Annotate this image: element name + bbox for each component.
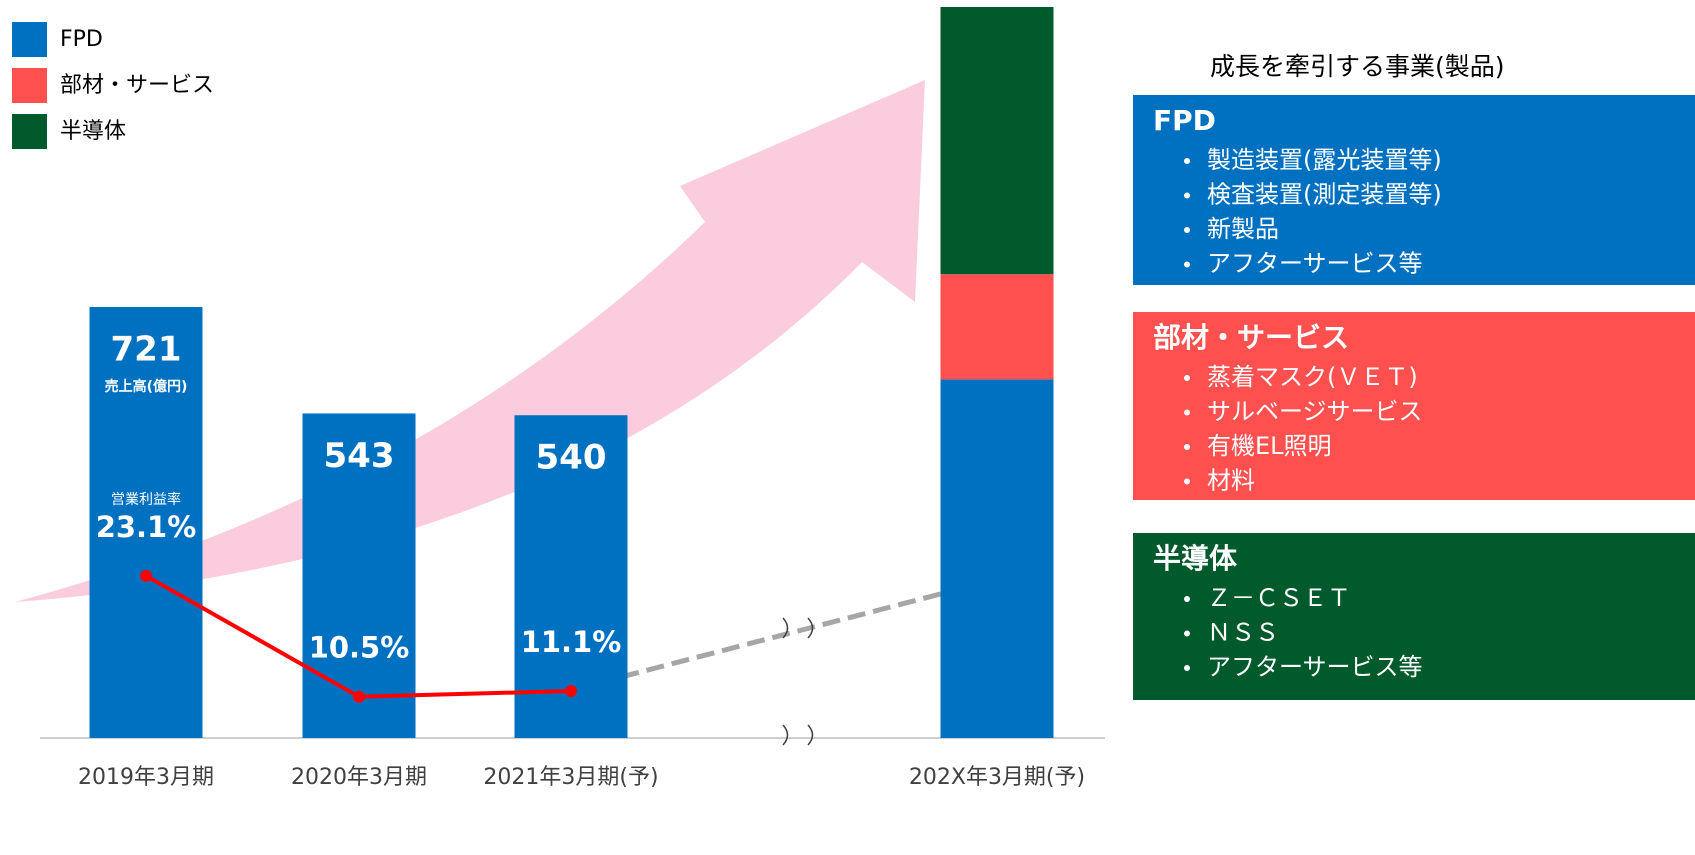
line-point bbox=[353, 690, 365, 703]
panel bbox=[1133, 95, 1695, 285]
panel-item: 有機EL照明 bbox=[1207, 432, 1332, 460]
value-label: 540 bbox=[536, 438, 607, 478]
bullet bbox=[1184, 630, 1190, 637]
bar bbox=[940, 274, 1054, 380]
bar bbox=[940, 379, 1054, 738]
value-label: 11.1% bbox=[521, 625, 622, 659]
panel bbox=[1133, 312, 1695, 500]
sidebar-heading: 成長を牽引する事業(製品) bbox=[1210, 52, 1505, 81]
panel bbox=[1133, 533, 1695, 700]
line-point bbox=[140, 569, 152, 582]
bullet bbox=[1184, 409, 1190, 416]
panel-item: 材料 bbox=[1207, 467, 1255, 495]
x-tick-label: 202X年3月期(予) bbox=[909, 765, 1085, 790]
panel-item: アフターサービス等 bbox=[1207, 250, 1423, 278]
panel-item: ＮＳＳ bbox=[1207, 619, 1279, 647]
panel-title: 半導体 bbox=[1153, 542, 1238, 575]
legend-label: 部材・サービス bbox=[60, 73, 214, 98]
panel-item: 製造装置(露光装置等) bbox=[1207, 146, 1442, 174]
bar bbox=[89, 307, 203, 738]
panel-title: FPD bbox=[1153, 104, 1216, 137]
value-label: 543 bbox=[324, 436, 395, 476]
legend-swatch bbox=[12, 22, 47, 57]
panel-item: アフターサービス等 bbox=[1207, 653, 1423, 681]
bar bbox=[940, 7, 1054, 275]
growth-arrow bbox=[15, 80, 925, 602]
bullet bbox=[1184, 596, 1190, 602]
bar bbox=[514, 415, 628, 738]
legend-label: 半導体 bbox=[60, 119, 126, 144]
x-tick-label: 2019年3月期 bbox=[78, 765, 214, 790]
bar bbox=[302, 413, 416, 738]
bullet bbox=[1184, 478, 1190, 485]
bullet bbox=[1184, 227, 1190, 233]
panel-item: 新製品 bbox=[1207, 215, 1279, 243]
legend-swatch bbox=[12, 68, 47, 103]
bullet bbox=[1184, 444, 1190, 450]
value-label: 23.1% bbox=[96, 510, 197, 544]
panel-title: 部材・サービス bbox=[1153, 321, 1349, 354]
x-tick-label: 2021年3月期(予) bbox=[483, 765, 658, 790]
series-label: 営業利益率 bbox=[111, 491, 181, 508]
bullet bbox=[1184, 375, 1190, 381]
panel-item: 検査装置(測定装置等) bbox=[1207, 181, 1442, 209]
panel-item: サルベージサービス bbox=[1207, 398, 1423, 426]
value-label: 10.5% bbox=[309, 631, 410, 665]
bullet bbox=[1184, 665, 1190, 671]
projection-line bbox=[570, 582, 976, 693]
bullet bbox=[1184, 158, 1190, 164]
x-tick-label: 2020年3月期 bbox=[291, 765, 427, 790]
line-point bbox=[565, 684, 577, 697]
value-label: 721 bbox=[111, 330, 182, 370]
bullet bbox=[1184, 261, 1190, 268]
legend-label: FPD bbox=[60, 27, 103, 52]
panel-item: 蒸着マスク(ＶＥＴ) bbox=[1207, 363, 1418, 391]
bullet bbox=[1184, 192, 1190, 199]
panel-item: Ｚ－ＣＳＥＴ bbox=[1207, 584, 1351, 612]
legend-swatch bbox=[12, 114, 47, 149]
axis-break bbox=[782, 617, 814, 746]
y-axis-label: 売上高(億円) bbox=[105, 378, 188, 395]
